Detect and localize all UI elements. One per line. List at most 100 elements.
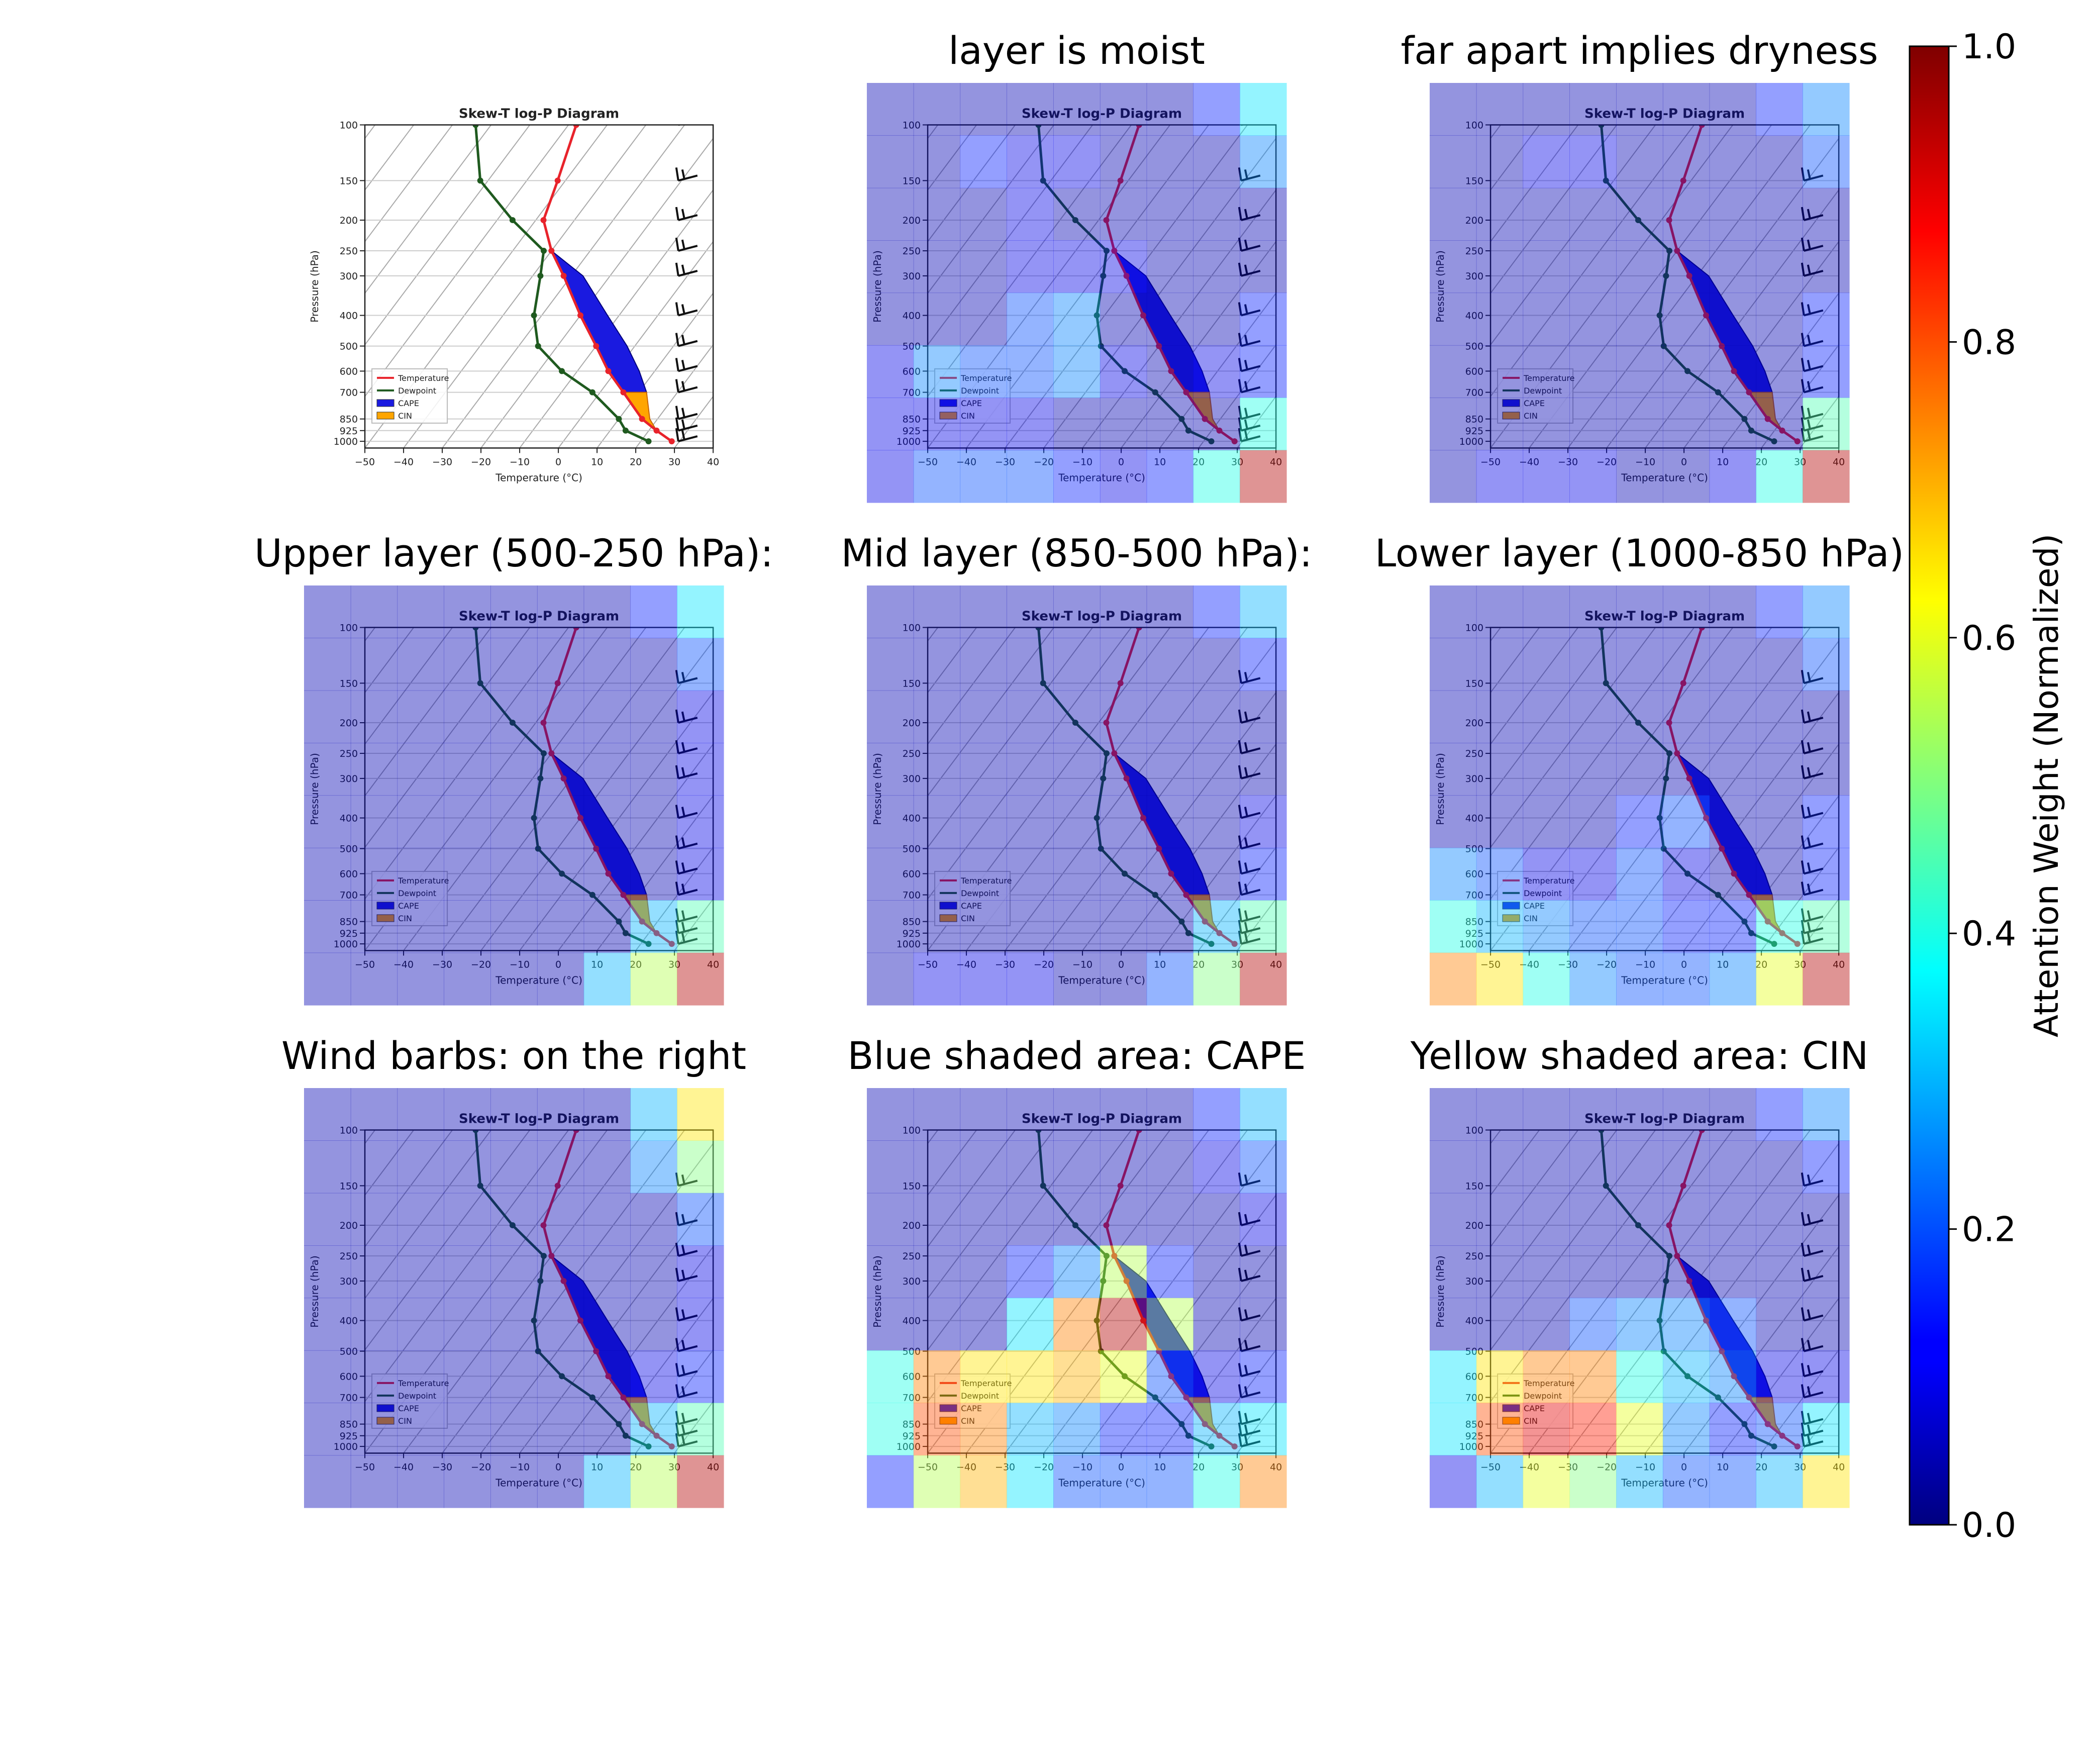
legend-swatch xyxy=(376,914,394,922)
dewpoint-point xyxy=(1072,1222,1078,1229)
dewpoint-point xyxy=(1093,815,1100,821)
temperature-tick-label: 40 xyxy=(707,959,719,970)
temperature-line xyxy=(1105,1130,1236,1448)
isotherm-line xyxy=(365,1130,492,1300)
legend-swatch xyxy=(1502,412,1520,420)
attention-cell xyxy=(1193,900,1240,953)
isotherm-line xyxy=(1683,743,1839,951)
attention-cell xyxy=(1523,83,1570,136)
attention-cell xyxy=(1616,83,1663,136)
temperature-tick-label: 30 xyxy=(668,1461,680,1473)
attention-cell xyxy=(583,1298,631,1351)
attention-cell xyxy=(397,585,444,638)
temperature-tick-label: −20 xyxy=(1597,959,1617,970)
attention-cell xyxy=(1100,1298,1147,1351)
attention-cell xyxy=(350,1245,398,1299)
plot-area xyxy=(928,627,1276,951)
legend: Temperature Dewpoint CAPE CIN xyxy=(934,870,1012,926)
dewpoint-point xyxy=(1598,1130,1605,1133)
dewpoint-point xyxy=(1684,870,1691,877)
temperature-point xyxy=(1156,845,1162,852)
temperature-point xyxy=(1719,343,1725,349)
pressure-tick-label: 850 xyxy=(1465,414,1483,425)
attention-cell xyxy=(1662,1298,1710,1351)
temperature-tick-label: 0 xyxy=(555,959,561,970)
temperature-point xyxy=(1216,1432,1223,1439)
attention-cell xyxy=(960,187,1007,241)
pressure-tick-label: 1000 xyxy=(334,436,358,447)
pressure-tick-label: 200 xyxy=(903,718,921,729)
temperature-point xyxy=(1156,343,1162,349)
wind-barb xyxy=(1238,765,1261,779)
temperature-tick-label: 30 xyxy=(668,456,680,467)
attention-cell xyxy=(1662,900,1710,953)
attention-cell xyxy=(1709,398,1757,451)
panel-7: Wind barbs: on the right Skew-T log-P Dia… xyxy=(281,1033,746,1508)
wind-barb xyxy=(1238,1242,1261,1257)
temperature-point xyxy=(1680,177,1686,184)
inner-title: Skew-T log-P Diagram xyxy=(1022,609,1182,624)
attention-cell xyxy=(1146,952,1194,1006)
isotherm-line xyxy=(635,344,714,448)
attention-cell xyxy=(1053,1088,1101,1141)
attention-cell xyxy=(1616,900,1663,953)
attention-cell xyxy=(490,638,538,691)
pressure-tick-label: 100 xyxy=(340,623,358,634)
isotherm-line xyxy=(365,627,492,797)
legend-label: CAPE xyxy=(1524,399,1545,408)
legend-label: CIN xyxy=(398,1416,412,1426)
temperature-point xyxy=(1680,680,1686,687)
attention-cell xyxy=(1240,900,1287,953)
attention-cell xyxy=(1007,240,1054,293)
attention-cell xyxy=(1007,952,1054,1006)
temperature-point xyxy=(1231,438,1238,445)
temperature-point xyxy=(1699,125,1705,128)
attention-cell xyxy=(1430,795,1477,848)
dewpoint-point xyxy=(540,1253,547,1259)
attention-cell xyxy=(444,1298,491,1351)
legend-swatch xyxy=(1502,399,1520,407)
attention-cell xyxy=(1662,690,1710,743)
attention-cell xyxy=(1476,398,1524,451)
attention-cell xyxy=(1616,398,1663,451)
temperature-tick-label: −30 xyxy=(995,959,1015,970)
dewpoint-point xyxy=(559,1373,565,1380)
attention-cell xyxy=(1193,83,1240,136)
temperature-tick-label: 20 xyxy=(1755,456,1767,467)
wind-barb xyxy=(1238,1422,1261,1437)
attention-cell xyxy=(537,1298,584,1351)
attention-cell xyxy=(913,187,961,241)
attention-cell xyxy=(960,292,1007,346)
temperature-point xyxy=(593,845,600,852)
isotherm-line xyxy=(928,627,1093,848)
dewpoint-point xyxy=(1100,775,1107,781)
attention-cell xyxy=(1709,450,1757,503)
pressure-tick-label: 925 xyxy=(903,426,921,437)
temperature-point xyxy=(1746,892,1752,898)
attention-cell xyxy=(1240,135,1287,188)
temperature-line xyxy=(1105,125,1236,443)
attention-cell xyxy=(490,952,538,1006)
attention-cell xyxy=(1569,187,1617,241)
legend-swatch xyxy=(376,1404,394,1412)
temperature-tick-label: −50 xyxy=(1480,456,1501,467)
isotherm-line xyxy=(1490,1130,1540,1196)
attention-cell xyxy=(1569,585,1617,638)
attention-cell xyxy=(1709,795,1757,848)
attention-cell xyxy=(1430,900,1477,953)
pressure-tick-label: 400 xyxy=(903,1316,921,1327)
attention-cell xyxy=(1100,187,1147,241)
attention-cell xyxy=(1476,1193,1524,1246)
attention-cell xyxy=(1100,1455,1147,1508)
legend-swatch xyxy=(376,1417,394,1425)
attention-cell xyxy=(350,585,398,638)
temperature-point xyxy=(1666,217,1672,224)
attention-cell xyxy=(1430,240,1477,293)
attention-cell xyxy=(1803,952,1850,1006)
wind-barb xyxy=(1238,358,1261,372)
isotherm-line xyxy=(1005,1130,1248,1453)
attention-cell xyxy=(1146,135,1194,188)
attention-cell xyxy=(1803,900,1850,953)
wind-barb xyxy=(1238,835,1261,850)
legend: Temperature Dewpoint CAPE CIN xyxy=(1497,1373,1574,1429)
